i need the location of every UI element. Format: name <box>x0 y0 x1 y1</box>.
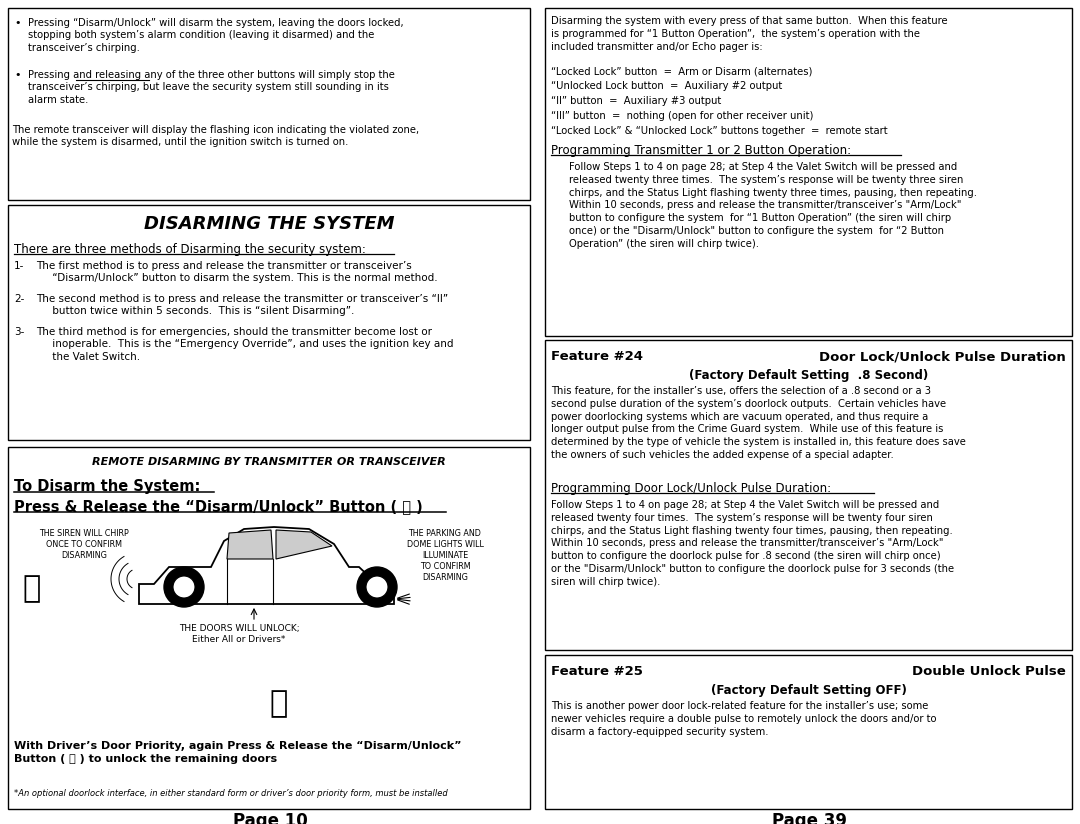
Text: Page 39: Page 39 <box>772 812 848 824</box>
Text: Feature #25: Feature #25 <box>551 665 643 678</box>
Text: “lll” button  =  nothing (open for other receiver unit): “lll” button = nothing (open for other r… <box>551 111 813 121</box>
Text: THE SIREN WILL CHIRP
ONCE TO CONFIRM
DISARMING: THE SIREN WILL CHIRP ONCE TO CONFIRM DIS… <box>39 529 129 560</box>
Text: Disarming the system with every press of that same button.  When this feature
is: Disarming the system with every press of… <box>551 16 947 52</box>
Text: Follow Steps 1 to 4 on page 28; at Step 4 the Valet Switch will be pressed and
r: Follow Steps 1 to 4 on page 28; at Step … <box>569 162 977 249</box>
Text: Pressing and releasing any of the three other buttons will simply stop the
trans: Pressing and releasing any of the three … <box>28 70 395 105</box>
Text: Page 10: Page 10 <box>232 812 308 824</box>
Text: REMOTE DISARMING BY TRANSMITTER OR TRANSCEIVER: REMOTE DISARMING BY TRANSMITTER OR TRANS… <box>92 457 446 467</box>
Bar <box>545 655 1072 809</box>
Bar <box>8 8 530 200</box>
Bar <box>545 8 1072 336</box>
Bar <box>545 340 1072 650</box>
Text: •: • <box>14 70 21 80</box>
Text: With Driver’s Door Priority, again Press & Release the “Disarm/Unlock”
Button ( : With Driver’s Door Priority, again Press… <box>14 741 461 764</box>
Circle shape <box>164 567 204 607</box>
Text: THE DOORS WILL UNLOCK;
Either All or Drivers*: THE DOORS WILL UNLOCK; Either All or Dri… <box>178 624 299 644</box>
Text: “Locked Lock” & “Unlocked Lock” buttons together  =  remote start: “Locked Lock” & “Unlocked Lock” buttons … <box>551 126 888 136</box>
Text: “Unlocked Lock button  =  Auxiliary #2 output: “Unlocked Lock button = Auxiliary #2 out… <box>551 81 782 91</box>
Text: The remote transceiver will display the flashing icon indicating the violated zo: The remote transceiver will display the … <box>12 125 419 147</box>
Polygon shape <box>276 530 332 559</box>
Text: 👉: 👉 <box>270 689 288 718</box>
Text: The third method is for emergencies, should the transmitter become lost or
     : The third method is for emergencies, sho… <box>36 327 454 362</box>
Bar <box>8 447 530 809</box>
Text: *An optional doorlock interface, in either standard form or driver’s door priori: *An optional doorlock interface, in eith… <box>14 789 448 798</box>
Text: 1-: 1- <box>14 261 25 271</box>
Text: Double Unlock Pulse: Double Unlock Pulse <box>913 665 1066 678</box>
Circle shape <box>366 576 388 598</box>
Text: (Factory Default Setting  .8 Second): (Factory Default Setting .8 Second) <box>689 369 928 382</box>
Text: Pressing “Disarm/Unlock” will disarm the system, leaving the doors locked,
stopp: Pressing “Disarm/Unlock” will disarm the… <box>28 18 404 53</box>
Text: •: • <box>14 18 21 28</box>
Text: “Locked Lock” button  =  Arm or Disarm (alternates): “Locked Lock” button = Arm or Disarm (al… <box>551 66 812 76</box>
Text: This feature, for the installer’s use, offers the selection of a .8 second or a : This feature, for the installer’s use, o… <box>551 386 966 460</box>
Circle shape <box>173 576 195 598</box>
Text: Feature #24: Feature #24 <box>551 350 643 363</box>
Text: THE PARKING AND
DOME LIGHTS WILL
ILLUMINATE
TO CONFIRM
DISARMING: THE PARKING AND DOME LIGHTS WILL ILLUMIN… <box>406 529 484 583</box>
Text: 3-: 3- <box>14 327 25 337</box>
Text: Door Lock/Unlock Pulse Duration: Door Lock/Unlock Pulse Duration <box>820 350 1066 363</box>
Text: Programming Transmitter 1 or 2 Button Operation:: Programming Transmitter 1 or 2 Button Op… <box>551 144 851 157</box>
Text: 👉: 👉 <box>23 574 41 603</box>
Text: Press & Release the “Disarm/Unlock” Button ( 🔓 ): Press & Release the “Disarm/Unlock” Butt… <box>14 499 422 514</box>
Text: Follow Steps 1 to 4 on page 28; at Step 4 the Valet Switch will be pressed and
r: Follow Steps 1 to 4 on page 28; at Step … <box>551 500 954 587</box>
Circle shape <box>357 567 397 607</box>
Text: To Disarm the System:: To Disarm the System: <box>14 479 201 494</box>
Polygon shape <box>227 530 273 559</box>
Text: 2-: 2- <box>14 294 25 304</box>
Text: There are three methods of Disarming the security system:: There are three methods of Disarming the… <box>14 243 366 256</box>
Text: (Factory Default Setting OFF): (Factory Default Setting OFF) <box>711 684 906 697</box>
Bar <box>8 205 530 440</box>
Text: Programming Door Lock/Unlock Pulse Duration:: Programming Door Lock/Unlock Pulse Durat… <box>551 482 832 495</box>
Text: “ll” button  =  Auxiliary #3 output: “ll” button = Auxiliary #3 output <box>551 96 721 106</box>
Polygon shape <box>139 527 394 604</box>
Text: The second method is to press and release the transmitter or transceiver’s “ll”
: The second method is to press and releas… <box>36 294 448 316</box>
Text: The first method is to press and release the transmitter or transceiver’s
     “: The first method is to press and release… <box>36 261 437 283</box>
Text: DISARMING THE SYSTEM: DISARMING THE SYSTEM <box>144 215 394 233</box>
Text: This is another power door lock-related feature for the installer’s use; some
ne: This is another power door lock-related … <box>551 701 936 737</box>
